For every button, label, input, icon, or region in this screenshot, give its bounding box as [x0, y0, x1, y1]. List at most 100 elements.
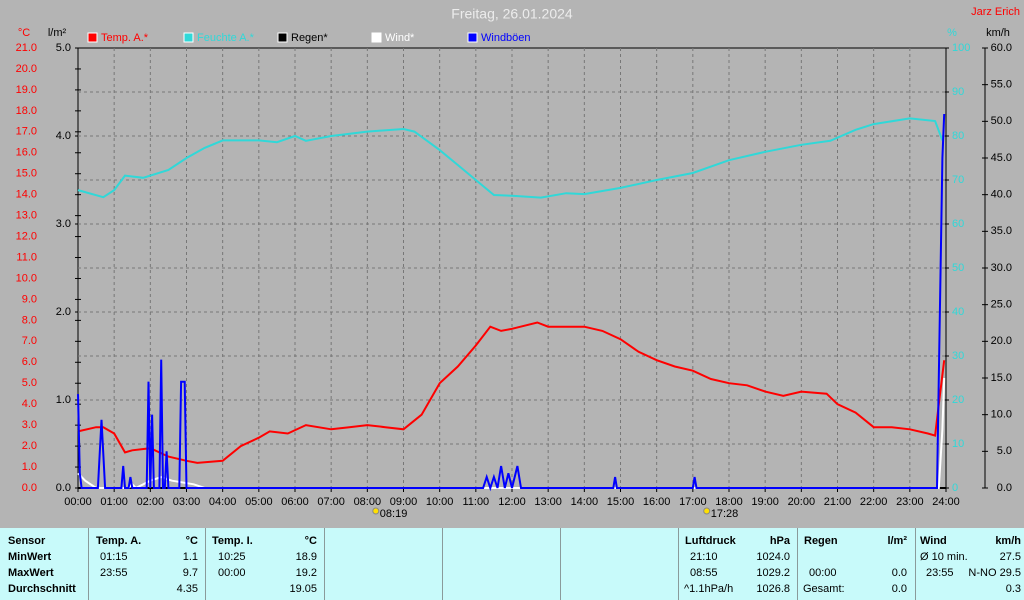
cell: hPa	[769, 535, 790, 547]
cell: Temp. I.	[212, 535, 253, 547]
x-tick-label: 14:00	[571, 496, 599, 508]
cell: 23:55	[100, 567, 128, 579]
x-tick-label: 19:00	[751, 496, 779, 508]
y3-tick-label: 10	[952, 438, 964, 450]
y-tick-label: 4.0	[22, 398, 37, 410]
x-tick-label: 08:00	[354, 496, 382, 508]
divider	[678, 528, 679, 600]
y-tick-label: 0.0	[22, 482, 37, 494]
y4-axis-label: km/h	[986, 27, 1010, 39]
y-tick-label: 14.0	[16, 189, 37, 201]
legend-label: Feuchte A.*	[197, 32, 255, 44]
y4-tick-label: 35.0	[991, 225, 1012, 237]
legend-swatch	[467, 32, 478, 43]
legend-label: Wind*	[385, 32, 415, 44]
divider	[797, 528, 798, 600]
x-tick-label: 02:00	[137, 496, 165, 508]
x-tick-label: 00:00	[64, 496, 92, 508]
x-tick-label: 07:00	[317, 496, 345, 508]
sun-icon	[372, 507, 380, 515]
cell: N-NO 29.5	[968, 567, 1021, 579]
legend-swatch	[183, 32, 194, 43]
cell: 08:55	[690, 567, 718, 579]
cell: 10:25	[218, 551, 246, 563]
y-tick-label: 15.0	[16, 168, 37, 180]
y2-tick-label: 2.0	[56, 306, 71, 318]
y2-tick-label: 1.0	[56, 394, 71, 406]
x-tick-label: 11:00	[462, 496, 489, 508]
cell: °C	[185, 535, 198, 547]
y4-tick-label: 5.0	[997, 445, 1012, 457]
cell: 0.0	[891, 583, 907, 595]
y-tick-label: 17.0	[16, 126, 37, 138]
cell: 00:00	[218, 567, 246, 579]
y4-tick-label: 30.0	[991, 262, 1012, 274]
cell: Ø 10 min.	[920, 551, 968, 563]
y-tick-label: 16.0	[16, 147, 37, 159]
cell: 21:10	[690, 551, 718, 563]
annotation-label: 08:19	[380, 508, 408, 520]
cell: 19.05	[289, 583, 317, 595]
y3-tick-label: 30	[952, 350, 964, 362]
cell: 9.7	[182, 567, 198, 579]
cell: Temp. A.	[96, 535, 142, 547]
legend-label: Windböen	[481, 32, 531, 44]
y-tick-label: 2.0	[22, 440, 37, 452]
x-tick-label: 12:00	[498, 496, 526, 508]
series-line	[77, 117, 944, 199]
cell: 27.5	[999, 551, 1021, 563]
y-tick-label: 8.0	[22, 314, 37, 326]
x-tick-label: 13:00	[534, 496, 562, 508]
x-tick-label: 24:00	[932, 496, 960, 508]
x-tick-label: 17:00	[679, 496, 707, 508]
x-tick-label: 18:00	[715, 496, 743, 508]
y-tick-label: 11.0	[16, 251, 37, 263]
cell: ^1.1hPa/h	[684, 583, 734, 595]
series-line	[77, 321, 946, 464]
x-tick-label: 06:00	[281, 496, 309, 508]
y2-tick-label: 5.0	[56, 42, 71, 54]
y3-tick-label: 100	[952, 42, 970, 54]
y2-axis-label: l/m²	[48, 27, 67, 39]
divider	[324, 528, 325, 600]
cell: 1029.2	[756, 567, 790, 579]
y4-tick-label: 50.0	[991, 115, 1012, 127]
cell: 0.3	[1005, 583, 1021, 595]
y4-tick-label: 55.0	[991, 79, 1012, 91]
divider	[915, 528, 916, 600]
cell: 18.9	[295, 551, 317, 563]
x-tick-label: 09:00	[390, 496, 418, 508]
legend-swatch	[277, 32, 288, 43]
y-tick-label: 9.0	[22, 293, 37, 305]
cell: Wind	[920, 535, 947, 547]
y2-tick-label: 4.0	[56, 130, 71, 142]
y-tick-label: 10.0	[16, 272, 37, 284]
y3-tick-label: 20	[952, 394, 964, 406]
x-tick-label: 03:00	[173, 496, 201, 508]
y2-tick-label: 3.0	[56, 218, 71, 230]
y4-tick-label: 15.0	[991, 372, 1012, 384]
cell: 23:55	[926, 567, 954, 579]
cell: Luftdruck	[685, 535, 736, 547]
x-tick-label: 10:00	[426, 496, 454, 508]
cell: Durchschnitt	[8, 583, 76, 595]
cell: 1024.0	[756, 551, 790, 563]
y3-tick-label: 0	[952, 482, 958, 494]
y-tick-label: 5.0	[22, 377, 37, 389]
stats-table: Sensor MinWert MaxWert Durchschnitt Temp…	[0, 528, 1024, 600]
y-tick-label: 3.0	[22, 419, 37, 431]
legend-label: Temp. A.*	[101, 32, 149, 44]
y3-tick-label: 90	[952, 86, 964, 98]
y-tick-label: 7.0	[22, 335, 37, 347]
y-tick-label: 21.0	[16, 42, 37, 54]
chart-title: Freitag, 26.01.2024	[451, 6, 573, 22]
y-tick-label: 13.0	[16, 210, 37, 222]
series-line	[77, 113, 946, 492]
author: Jarz Erich	[971, 6, 1020, 18]
y3-tick-label: 50	[952, 262, 964, 274]
cell: Gesamt:	[803, 583, 845, 595]
y-tick-label: 12.0	[16, 230, 37, 242]
y4-tick-label: 60.0	[991, 42, 1012, 54]
legend-swatch	[87, 32, 98, 43]
